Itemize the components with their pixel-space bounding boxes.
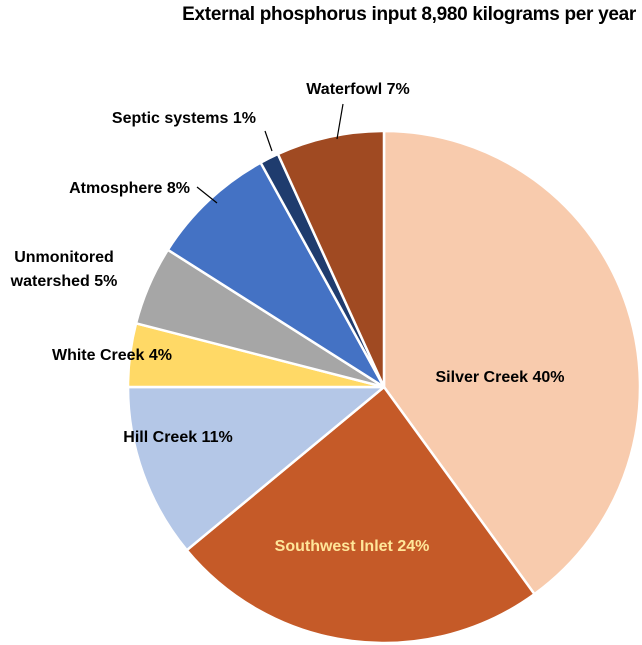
- chart-title: External phosphorus input 8,980 kilogram…: [182, 4, 636, 25]
- pie-slice: [276, 129, 386, 389]
- slice-label: Silver Creek 40%: [436, 369, 565, 386]
- pie-slice: [126, 385, 386, 552]
- slice-label: Hill Creek 11%: [123, 429, 232, 446]
- pie-slice: [166, 161, 386, 389]
- leader-line: [336, 103, 344, 140]
- pie-slice: [185, 385, 536, 645]
- pie-slice: [382, 129, 642, 596]
- slice-label: Septic systems 1%: [112, 110, 256, 127]
- slice-label: Southwest Inlet 24%: [275, 538, 430, 555]
- slice-label: White Creek 4%: [52, 347, 172, 364]
- leader-line: [196, 186, 218, 204]
- slice-label: Atmosphere 8%: [69, 180, 190, 197]
- leader-line: [264, 130, 273, 152]
- slice-label: Unmonitored watershed 5%: [10, 249, 118, 290]
- slice-label: Waterfowl 7%: [306, 81, 409, 98]
